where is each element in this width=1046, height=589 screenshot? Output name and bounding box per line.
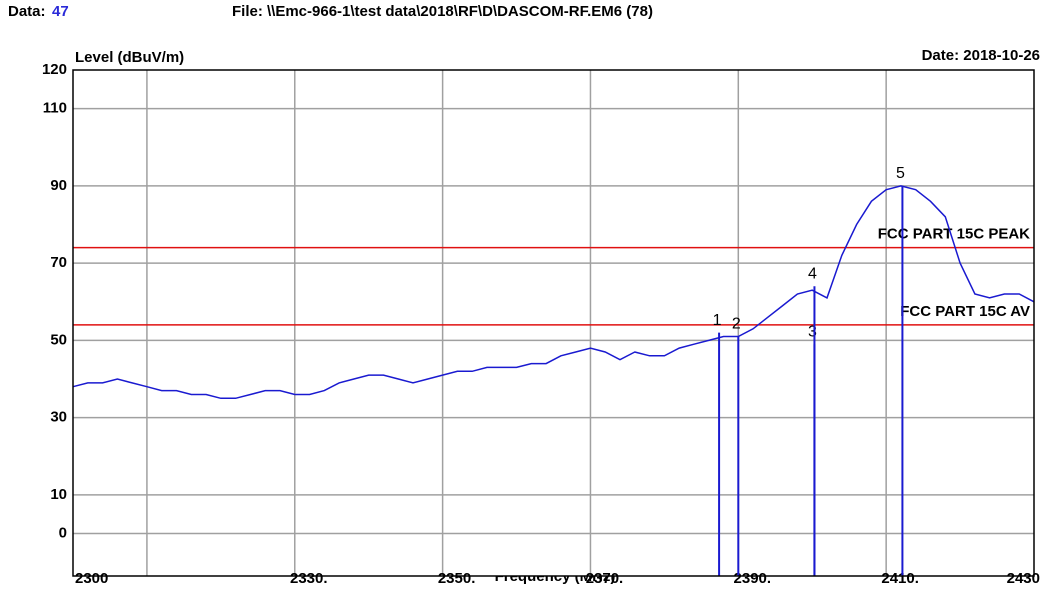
y-tick-label: 70 bbox=[50, 254, 67, 271]
y-tick-label: 90 bbox=[50, 177, 67, 194]
y-tick-label: 10 bbox=[50, 486, 67, 503]
file-path: File: \\Emc-966-1\test data\2018\RF\D\DA… bbox=[232, 3, 653, 20]
data-label: Data: bbox=[8, 3, 46, 20]
y-tick-label: 0 bbox=[59, 524, 67, 541]
x-tick-label: 2330. bbox=[290, 570, 328, 587]
marker-label: 4 bbox=[808, 266, 817, 283]
x-tick-label: 2370. bbox=[586, 570, 624, 587]
x-tick-label: 2350. bbox=[438, 570, 476, 587]
y-axis-label: Level (dBuV/m) bbox=[75, 49, 184, 66]
x-tick-label: 2410. bbox=[881, 570, 919, 587]
x-tick-label: 2300 bbox=[75, 570, 108, 587]
y-tick-label: 120 bbox=[42, 61, 67, 78]
plot-border bbox=[72, 69, 1035, 577]
y-tick-label: 30 bbox=[50, 409, 67, 426]
trace bbox=[72, 185, 1035, 400]
x-tick-label: 2430 bbox=[1007, 570, 1040, 587]
data-number: 47 bbox=[52, 3, 69, 20]
marker-label: 5 bbox=[896, 165, 905, 182]
x-tick-label: 2390. bbox=[734, 570, 772, 587]
date: Date: 2018-10-26 bbox=[922, 47, 1040, 64]
marker-label: 1 bbox=[713, 312, 722, 329]
limit-label: FCC PART 15C AV bbox=[900, 303, 1030, 320]
limit-label: FCC PART 15C PEAK bbox=[878, 226, 1030, 243]
y-tick-label: 110 bbox=[43, 100, 67, 117]
marker-label: 3 bbox=[808, 323, 817, 340]
y-tick-label: 50 bbox=[50, 331, 67, 348]
plot-area bbox=[73, 70, 1034, 576]
marker-label: 2 bbox=[732, 316, 741, 333]
